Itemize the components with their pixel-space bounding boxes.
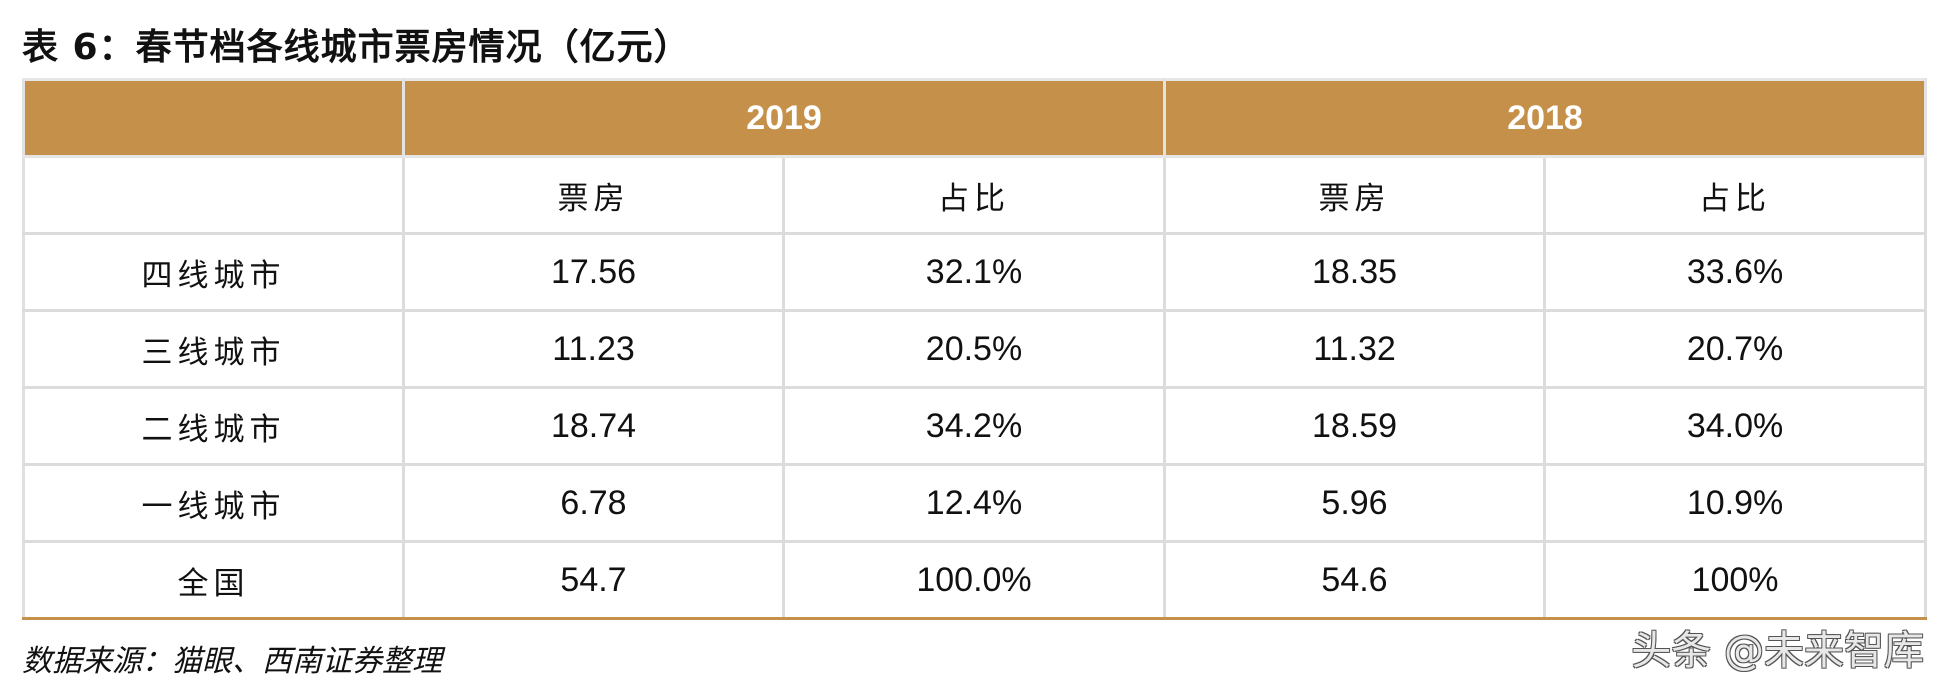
corner-cell <box>22 78 405 158</box>
year-header-row: 2019 2018 <box>22 78 1928 158</box>
subheader-box-office-2018: 票房 <box>1163 155 1547 235</box>
cell-box-office-2018: 18.35 <box>1163 232 1547 312</box>
cell-share-2018: 10.9% <box>1543 463 1928 543</box>
row-label: 全国 <box>22 540 405 620</box>
cell-share-2018: 20.7% <box>1543 309 1928 389</box>
subheader-empty-cell <box>22 155 405 235</box>
cell-share-2018: 33.6% <box>1543 232 1928 312</box>
cell-box-office-2019: 18.74 <box>402 386 785 466</box>
cell-box-office-2019: 54.7 <box>402 540 785 620</box>
cell-box-office-2018: 18.59 <box>1163 386 1547 466</box>
cell-share-2019: 20.5% <box>781 309 1167 389</box>
subheader-box-office-2019: 票房 <box>402 155 785 235</box>
table-row: 三线城市 11.23 20.5% 11.32 20.7% <box>22 309 1928 389</box>
cell-box-office-2018: 5.96 <box>1163 463 1547 543</box>
cell-share-2019: 12.4% <box>781 463 1167 543</box>
source-note: 数据来源：猫眼、西南证券整理 <box>22 644 442 679</box>
table-row: 二线城市 18.74 34.2% 18.59 34.0% <box>22 386 1928 466</box>
cell-share-2018: 100% <box>1543 540 1928 620</box>
cell-box-office-2019: 11.23 <box>402 309 785 389</box>
year-header-2019: 2019 <box>401 78 1167 158</box>
row-label: 一线城市 <box>22 463 405 543</box>
cell-box-office-2018: 11.32 <box>1163 309 1547 389</box>
subheader-share-2018: 占比 <box>1543 155 1928 235</box>
table-row: 一线城市 6.78 12.4% 5.96 10.9% <box>22 463 1928 543</box>
data-table: 2019 2018 票房 占比 票房 占比 四线城市 17.56 32.1% 1… <box>22 78 1928 620</box>
cell-share-2019: 32.1% <box>781 232 1167 312</box>
table-row: 四线城市 17.56 32.1% 18.35 33.6% <box>22 232 1928 312</box>
cell-share-2018: 34.0% <box>1543 386 1928 466</box>
cell-share-2019: 100.0% <box>781 540 1167 620</box>
subheader-row: 票房 占比 票房 占比 <box>22 155 1928 235</box>
row-label: 三线城市 <box>22 309 405 389</box>
cell-share-2019: 34.2% <box>781 386 1167 466</box>
cell-box-office-2019: 6.78 <box>402 463 785 543</box>
watermark: 头条 @未来智库 <box>1631 628 1924 674</box>
row-label: 二线城市 <box>22 386 405 466</box>
subheader-share-2019: 占比 <box>781 155 1167 235</box>
cell-box-office-2018: 54.6 <box>1163 540 1547 620</box>
table-row: 全国 54.7 100.0% 54.6 100% <box>22 540 1928 620</box>
year-header-2018: 2018 <box>1163 78 1928 158</box>
cell-box-office-2019: 17.56 <box>402 232 785 312</box>
page-title: 表 6：春节档各线城市票房情况（亿元） <box>22 27 691 68</box>
row-label: 四线城市 <box>22 232 405 312</box>
